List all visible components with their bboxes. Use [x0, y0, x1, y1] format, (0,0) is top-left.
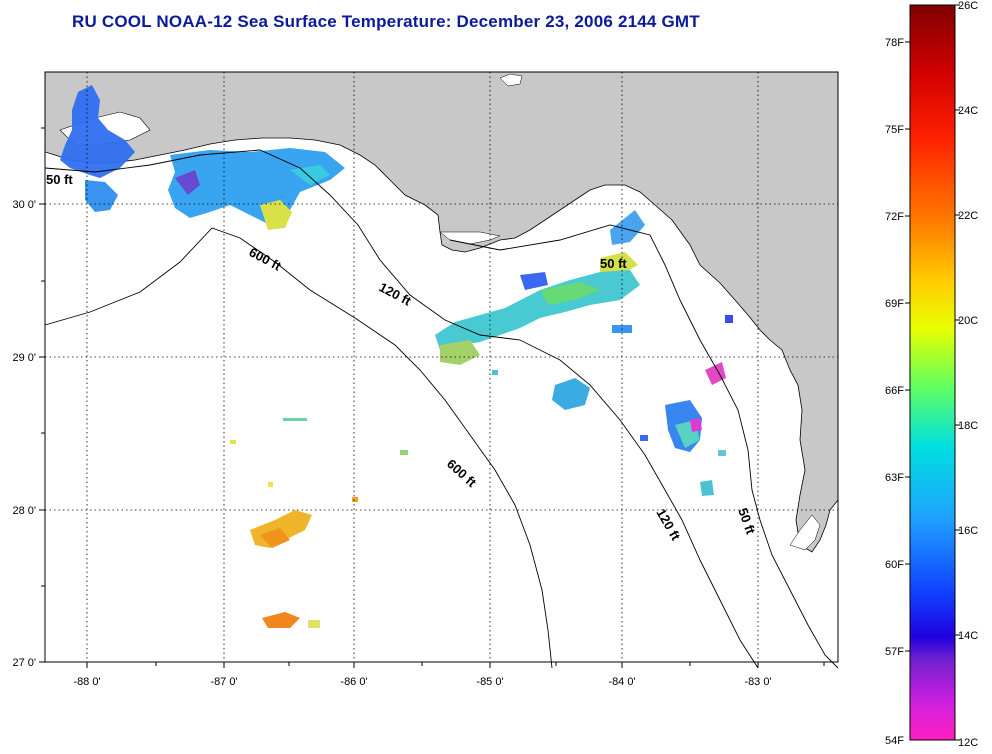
tick-marks	[39, 127, 825, 668]
lon-tick-label: -87 0'	[210, 676, 237, 688]
lat-tick-label: 29 0'	[12, 352, 36, 364]
lat-tick-label: 28 0'	[12, 505, 36, 517]
bathymetry-contours	[44, 149, 839, 669]
lat-tick-label: 30 0'	[12, 199, 36, 211]
lon-tick-label: -86 0'	[340, 676, 367, 688]
lon-tick-label: -83 0'	[744, 676, 771, 688]
lat-tick-label: 27 0'	[12, 657, 36, 669]
map-title: RU COOL NOAA-12 Sea Surface Temperature:…	[72, 12, 700, 31]
lon-tick-label: -88 0'	[73, 676, 100, 688]
map-frame	[44, 71, 839, 663]
lake	[499, 73, 523, 87]
sst-data	[60, 85, 733, 628]
contour-label: 50 ft	[600, 256, 627, 271]
lon-tick-label: -84 0'	[608, 676, 635, 688]
contour-label: 50 ft	[46, 172, 73, 187]
bay-inlet	[789, 514, 821, 551]
lon-tick-label: -85 0'	[476, 676, 503, 688]
